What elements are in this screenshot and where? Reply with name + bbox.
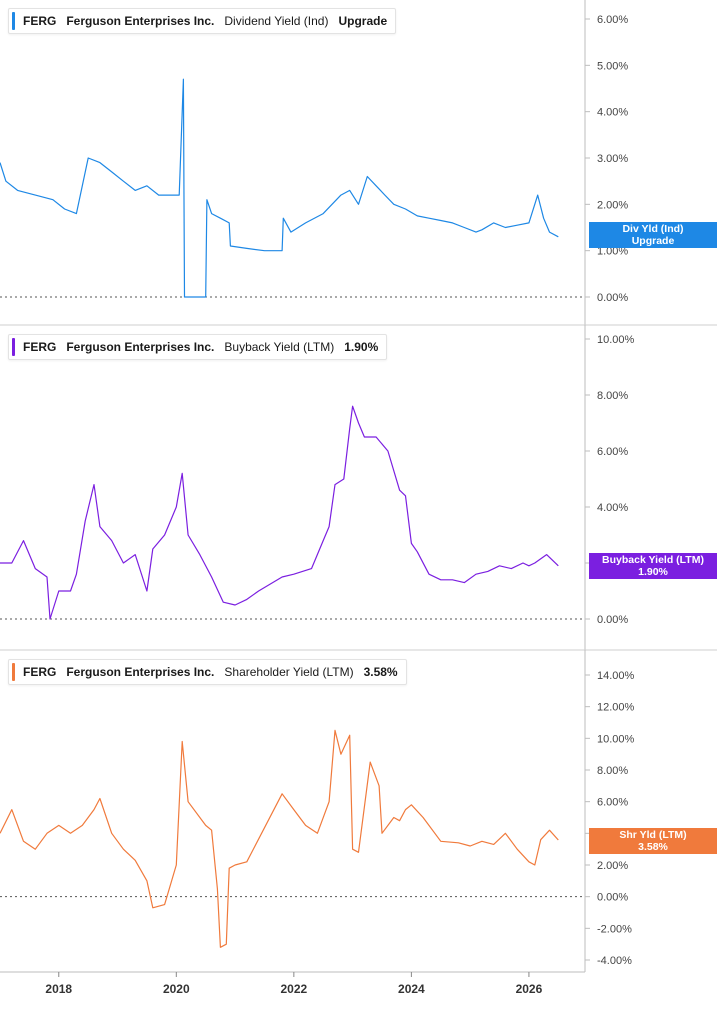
legend-company: Ferguson Enterprises Inc. (66, 340, 215, 354)
y-tick-label: 4.00% (597, 107, 628, 119)
y-tick-label: 2.00% (597, 860, 628, 872)
legend-value: Upgrade (338, 14, 388, 28)
shareholder-yield-legend[interactable]: FERG Ferguson Enterprises Inc. Sharehold… (8, 659, 407, 685)
y-tick-label: 6.00% (597, 14, 628, 26)
y-tick-label: 0.00% (597, 614, 628, 626)
buyback-series-swatch (12, 338, 15, 356)
dividend-yield-tag: Div Yld (Ind) Upgrade (589, 222, 717, 248)
legend-company: Ferguson Enterprises Inc. (66, 14, 215, 28)
series-line (0, 729, 559, 948)
y-tick-label: 1.00% (597, 246, 628, 258)
shareholder-series-swatch (12, 663, 15, 681)
legend-company: Ferguson Enterprises Inc. (66, 665, 215, 679)
dividend-series-swatch (12, 12, 15, 30)
y-tick-label: 14.00% (597, 670, 635, 682)
y-tick-label: 10.00% (597, 733, 635, 745)
dividend-yield-legend[interactable]: FERG Ferguson Enterprises Inc. Dividend … (8, 8, 397, 34)
tag-value: Upgrade (631, 235, 675, 247)
x-tick-label: 2020 (163, 982, 190, 996)
tag-title: Div Yld (Ind) (622, 223, 684, 235)
x-tick-label: 2026 (516, 982, 543, 996)
y-tick-label: 6.00% (597, 446, 628, 458)
legend-ticker: FERG (23, 340, 57, 354)
y-tick-label: 12.00% (597, 702, 635, 714)
y-tick-label: -2.00% (597, 923, 632, 935)
tag-title: Shr Yld (LTM) (619, 829, 687, 841)
x-tick-label: 2022 (280, 982, 307, 996)
shareholder-yield-tag: Shr Yld (LTM) 3.58% (589, 828, 717, 854)
y-tick-label: 10.00% (597, 334, 635, 346)
buyback-yield-legend[interactable]: FERG Ferguson Enterprises Inc. Buyback Y… (8, 334, 388, 360)
y-tick-label: 4.00% (597, 502, 628, 514)
y-tick-label: 8.00% (597, 390, 628, 402)
x-tick-label: 2018 (45, 982, 72, 996)
y-tick-label: 0.00% (597, 892, 628, 904)
y-tick-label: -4.00% (597, 955, 632, 967)
series-line (0, 405, 559, 620)
tag-value: 1.90% (638, 566, 668, 578)
buyback-yield-tag: Buyback Yield (LTM) 1.90% (589, 553, 717, 579)
y-tick-label: 3.00% (597, 153, 628, 165)
legend-value: 3.58% (363, 665, 398, 679)
y-tick-label: 6.00% (597, 797, 628, 809)
y-tick-label: 8.00% (597, 765, 628, 777)
legend-metric: Shareholder Yield (LTM) (224, 665, 354, 679)
y-tick-label: 2.00% (597, 199, 628, 211)
x-tick-label: 2024 (398, 982, 425, 996)
legend-ticker: FERG (23, 665, 57, 679)
tag-title: Buyback Yield (LTM) (602, 554, 704, 566)
y-tick-label: 5.00% (597, 60, 628, 72)
y-tick-label: 0.00% (597, 292, 628, 304)
tag-value: 3.58% (638, 841, 668, 853)
legend-metric: Buyback Yield (LTM) (224, 340, 335, 354)
legend-value: 1.90% (344, 340, 379, 354)
legend-ticker: FERG (23, 14, 57, 28)
series-line (0, 78, 559, 298)
legend-metric: Dividend Yield (Ind) (224, 14, 329, 28)
